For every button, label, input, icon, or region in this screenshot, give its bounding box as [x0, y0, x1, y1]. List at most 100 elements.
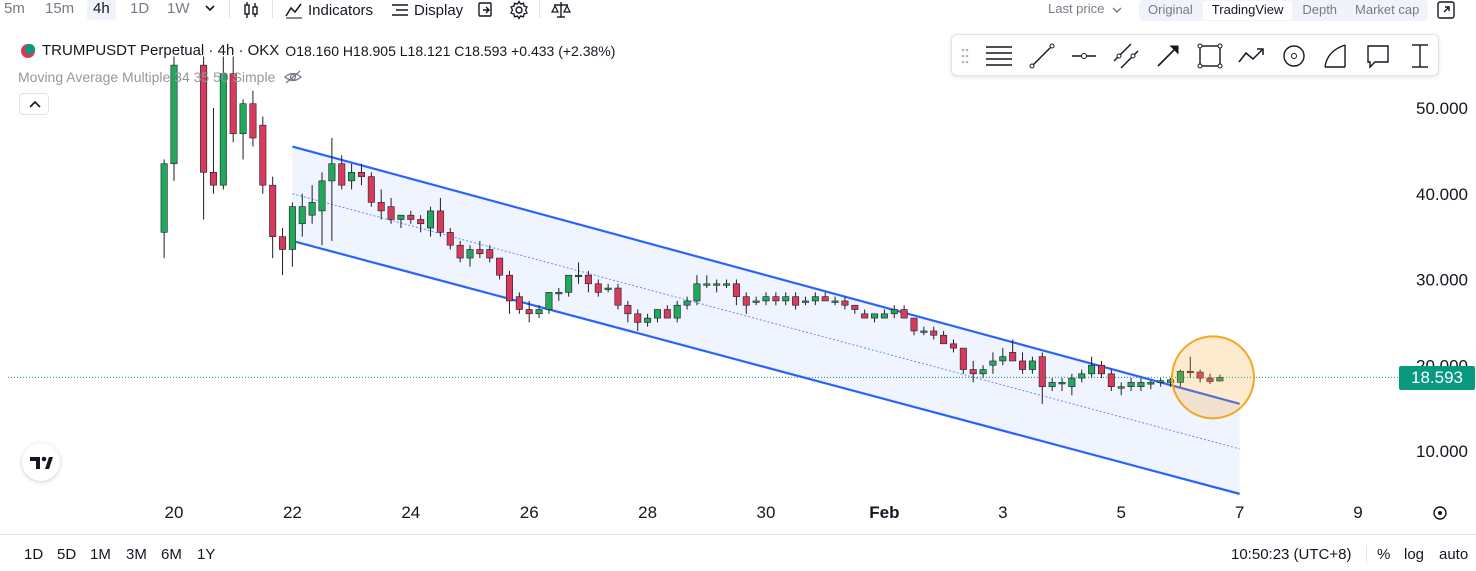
candle — [288, 202, 296, 267]
x-tick-label: 7 — [1235, 503, 1244, 522]
candle — [792, 292, 800, 310]
candle-body — [417, 219, 425, 225]
compare-scale-icon[interactable] — [551, 0, 571, 20]
candle — [949, 339, 957, 353]
candle — [535, 305, 543, 319]
x-tick-label: 30 — [757, 503, 776, 522]
channel-midline — [292, 193, 1240, 450]
candle-body — [269, 184, 277, 237]
high-label: H — [342, 42, 354, 59]
candle — [979, 365, 987, 379]
timeframe-1w[interactable]: 1W — [167, 0, 190, 17]
timeframe-1d[interactable]: 1D — [130, 0, 150, 17]
timeframe-chevron-down-icon[interactable] — [204, 0, 216, 22]
candle — [693, 275, 701, 306]
callout-tool-icon[interactable] — [1363, 41, 1393, 71]
tradingview-logo-icon[interactable] — [22, 443, 60, 481]
candle-body — [288, 206, 296, 250]
symbol-title[interactable]: TRUMPUSDT Perpetual · 4h · OKX — [42, 42, 280, 59]
candle-body — [1009, 352, 1017, 362]
indicator-label[interactable]: Moving Average Multiple 34 35 50 Simple — [18, 69, 276, 85]
measure-tool-icon[interactable] — [1405, 41, 1435, 71]
candle — [436, 198, 444, 237]
tab-original[interactable]: Original — [1148, 2, 1193, 17]
curve-tool-icon[interactable] — [1321, 41, 1351, 71]
candle — [367, 172, 375, 207]
timeframe-5m[interactable]: 5m — [4, 0, 25, 17]
candle — [900, 305, 908, 319]
candle-body — [594, 283, 602, 293]
candle-body — [545, 292, 553, 310]
drag-handle-icon[interactable] — [956, 41, 974, 71]
x-tick-label: 5 — [1116, 503, 1125, 522]
candle — [851, 304, 859, 314]
candle-body — [644, 317, 652, 323]
candle-body — [1127, 382, 1135, 387]
y-tick-label: 50.000 — [1416, 99, 1468, 118]
horizontal-ray-tool-icon[interactable] — [1069, 41, 1099, 71]
range-5d[interactable]: 5D — [57, 546, 77, 563]
x-tick-label: 24 — [401, 503, 420, 522]
candle-body — [900, 309, 908, 319]
timeframe-4h[interactable]: 4h — [87, 0, 116, 20]
candle-body — [772, 296, 780, 302]
chart-settings-icon[interactable] — [477, 0, 495, 20]
gear-icon[interactable] — [509, 0, 529, 20]
candle — [328, 138, 336, 241]
candle-body — [723, 283, 731, 286]
circle-tool-icon[interactable] — [1279, 41, 1309, 71]
candle-body — [1048, 382, 1056, 387]
x-tick-label: Feb — [869, 503, 899, 522]
last-price-label: Last price — [1048, 1, 1105, 16]
parallel-channel-tool-icon[interactable] — [1111, 41, 1141, 71]
candle-body — [308, 202, 316, 216]
high-value: 18.905 — [353, 42, 396, 59]
range-1y[interactable]: 1Y — [197, 546, 216, 563]
eye-hidden-icon[interactable] — [283, 69, 303, 85]
candle — [772, 292, 780, 306]
trend-line-tool-icon[interactable] — [1027, 41, 1057, 71]
candle-body — [436, 210, 444, 233]
candle — [456, 240, 464, 263]
candle — [505, 270, 513, 314]
range-6m[interactable]: 6M — [161, 546, 182, 563]
candles-icon[interactable] — [242, 0, 260, 20]
candle-body — [871, 313, 879, 319]
range-1d[interactable]: 1D — [24, 546, 44, 563]
indicators-button[interactable]: Indicators — [285, 0, 373, 20]
candle — [387, 198, 395, 224]
candle — [259, 116, 267, 194]
range-3m[interactable]: 3M — [126, 546, 147, 563]
path-tool-icon[interactable] — [1237, 41, 1267, 71]
tab-market-cap[interactable]: Market cap — [1355, 2, 1420, 17]
candle-body — [762, 296, 770, 302]
range-1m[interactable]: 1M — [90, 546, 111, 563]
display-button[interactable]: Display — [391, 0, 463, 20]
auto-toggle[interactable]: auto — [1439, 546, 1469, 563]
candle-body — [920, 330, 928, 333]
candle — [634, 309, 642, 331]
percent-toggle[interactable]: % — [1377, 546, 1391, 563]
price-chart[interactable]: 50.00040.00030.00020.00010.0002022242628… — [0, 0, 1476, 534]
clock-display[interactable]: 10:50:23 (UTC+8) — [1231, 546, 1352, 563]
candle — [703, 275, 711, 289]
horizontal-lines-tool-icon[interactable] — [984, 41, 1014, 71]
timeframe-15m[interactable]: 15m — [45, 0, 75, 17]
tab-depth[interactable]: Depth — [1302, 2, 1338, 17]
log-toggle[interactable]: log — [1404, 546, 1425, 563]
collapse-legend-button[interactable] — [19, 93, 49, 115]
tab-tradingview[interactable]: TradingView — [1202, 1, 1293, 20]
candle-body — [367, 176, 375, 203]
candle — [555, 288, 563, 301]
candle — [959, 347, 967, 374]
candle-body — [239, 103, 247, 135]
arrow-tool-icon[interactable] — [1153, 41, 1183, 71]
candle-body — [713, 283, 721, 286]
candle-body — [298, 206, 306, 225]
candle — [496, 257, 504, 280]
rectangle-tool-icon[interactable] — [1195, 41, 1225, 71]
candle-body — [1019, 360, 1027, 370]
last-price-dropdown[interactable]: Last price — [1048, 0, 1123, 17]
expand-icon[interactable] — [1436, 0, 1456, 20]
candle-body — [949, 343, 957, 349]
